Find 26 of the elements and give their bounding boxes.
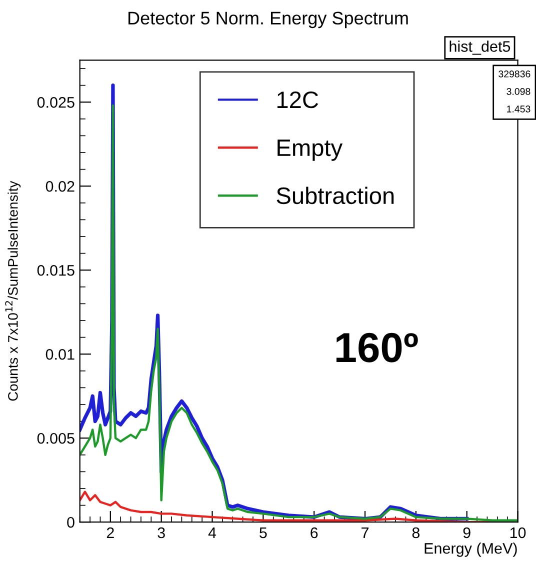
text: hist_det5 xyxy=(450,40,510,55)
y-axis-title: Counts x 7x10$^{12}$/SumPulseIntensity xyxy=(5,180,21,401)
y-tick-label: 0.02 xyxy=(46,180,74,192)
legend-label: 12C xyxy=(277,91,318,108)
x-tick-label: 7 xyxy=(362,528,368,538)
x-tick-label: 9 xyxy=(463,527,470,538)
x-tick-label: 2 xyxy=(106,527,114,538)
y-tick-label: 0.005 xyxy=(37,432,74,444)
x-axis-title: Energy (MeV) xyxy=(424,542,517,557)
y-tick-label: 0.01 xyxy=(46,348,74,360)
legend-label: Subtraction xyxy=(276,186,394,204)
chart-title: Detector 5 Norm. Energy Spectrum xyxy=(128,12,408,28)
annotation: 329836 xyxy=(498,70,530,78)
legend-label: Empty xyxy=(278,140,343,161)
x-tick-label: 10 xyxy=(510,527,526,538)
y-tick-label: 0.015 xyxy=(37,264,74,276)
annotation: 1.453 xyxy=(507,106,530,112)
x-tick-label: 3 xyxy=(158,527,165,538)
y-tick-label: 0 xyxy=(67,516,74,528)
annotation: 160º xyxy=(336,332,418,362)
x-tick-label: 4 xyxy=(208,528,216,538)
y-tick-label: 0.025 xyxy=(37,97,74,108)
x-tick-label: 8 xyxy=(412,527,420,538)
x-tick-label: 6 xyxy=(310,527,318,538)
annotation: 3.098 xyxy=(506,88,530,95)
x-tick-label: 5 xyxy=(260,528,267,538)
